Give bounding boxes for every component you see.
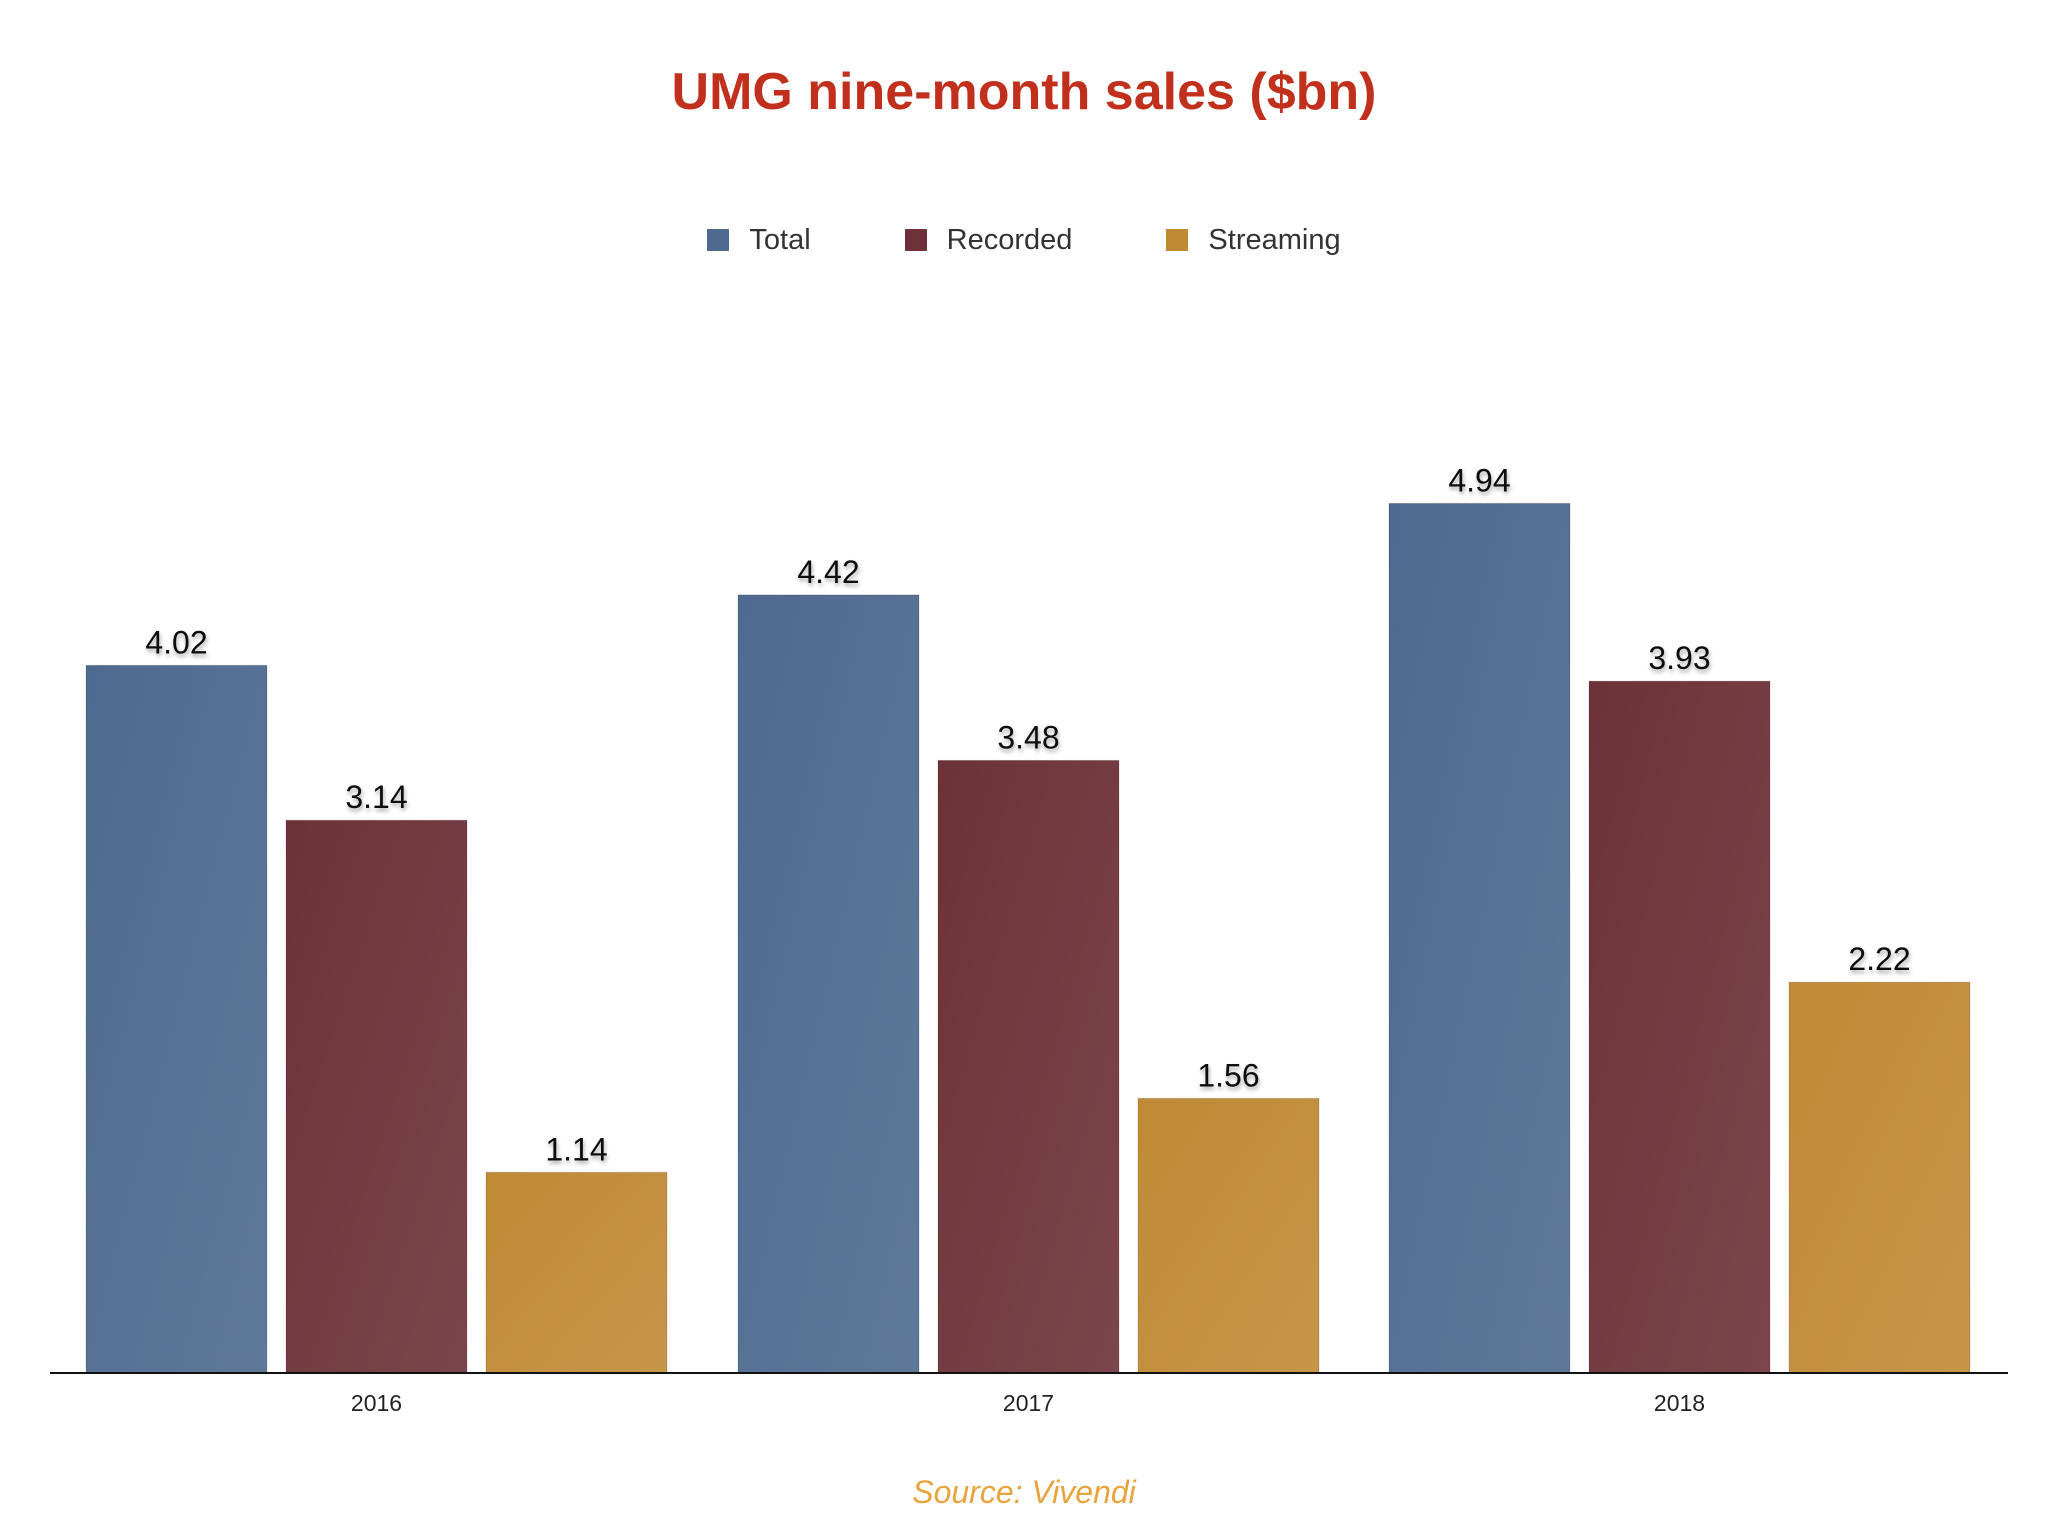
data-label-total-2018: 4.94 xyxy=(1448,462,1510,498)
x-tick-label-2017: 2017 xyxy=(1003,1390,1054,1416)
chart-title: UMG nine-month sales ($bn) xyxy=(671,63,1377,121)
x-tick-label-2018: 2018 xyxy=(1654,1390,1705,1416)
legend-swatch-total xyxy=(707,229,730,251)
bar-total-2018 xyxy=(1388,502,1571,1374)
data-label-streaming-2016: 1.14 xyxy=(545,1131,607,1167)
bar-recorded-2018 xyxy=(1588,680,1771,1374)
data-label-total-2016: 4.02 xyxy=(145,624,207,660)
x-tick-label-2016: 2016 xyxy=(351,1390,402,1416)
bar-recorded-2016 xyxy=(285,819,468,1374)
legend: Total Recorded Streaming xyxy=(0,220,2048,260)
legend-label-streaming: Streaming xyxy=(1208,223,1341,256)
data-label-recorded-2018: 3.93 xyxy=(1648,640,1710,676)
legend-item-total: Total xyxy=(707,223,811,257)
source-note: Source: Vivendi xyxy=(912,1474,1136,1510)
bar-recorded-2017 xyxy=(937,759,1120,1374)
legend-label-total: Total xyxy=(749,223,811,256)
bar-streaming-2018 xyxy=(1788,981,1971,1374)
legend-item-recorded: Recorded xyxy=(904,223,1073,257)
bar-total-2017 xyxy=(737,594,920,1374)
data-label-recorded-2017: 3.48 xyxy=(997,719,1059,755)
bar-streaming-2016 xyxy=(485,1171,668,1374)
legend-item-streaming: Streaming xyxy=(1166,223,1341,257)
legend-swatch-recorded xyxy=(904,229,927,251)
bar-streaming-2017 xyxy=(1137,1097,1320,1374)
data-label-streaming-2017: 1.56 xyxy=(1197,1057,1259,1093)
legend-swatch-streaming xyxy=(1166,229,1189,251)
legend-label-recorded: Recorded xyxy=(946,223,1073,256)
data-label-total-2017: 4.42 xyxy=(797,554,859,590)
bar-total-2016 xyxy=(85,664,268,1374)
data-label-recorded-2016: 3.14 xyxy=(345,779,407,815)
data-label-streaming-2018: 2.22 xyxy=(1848,941,1910,977)
